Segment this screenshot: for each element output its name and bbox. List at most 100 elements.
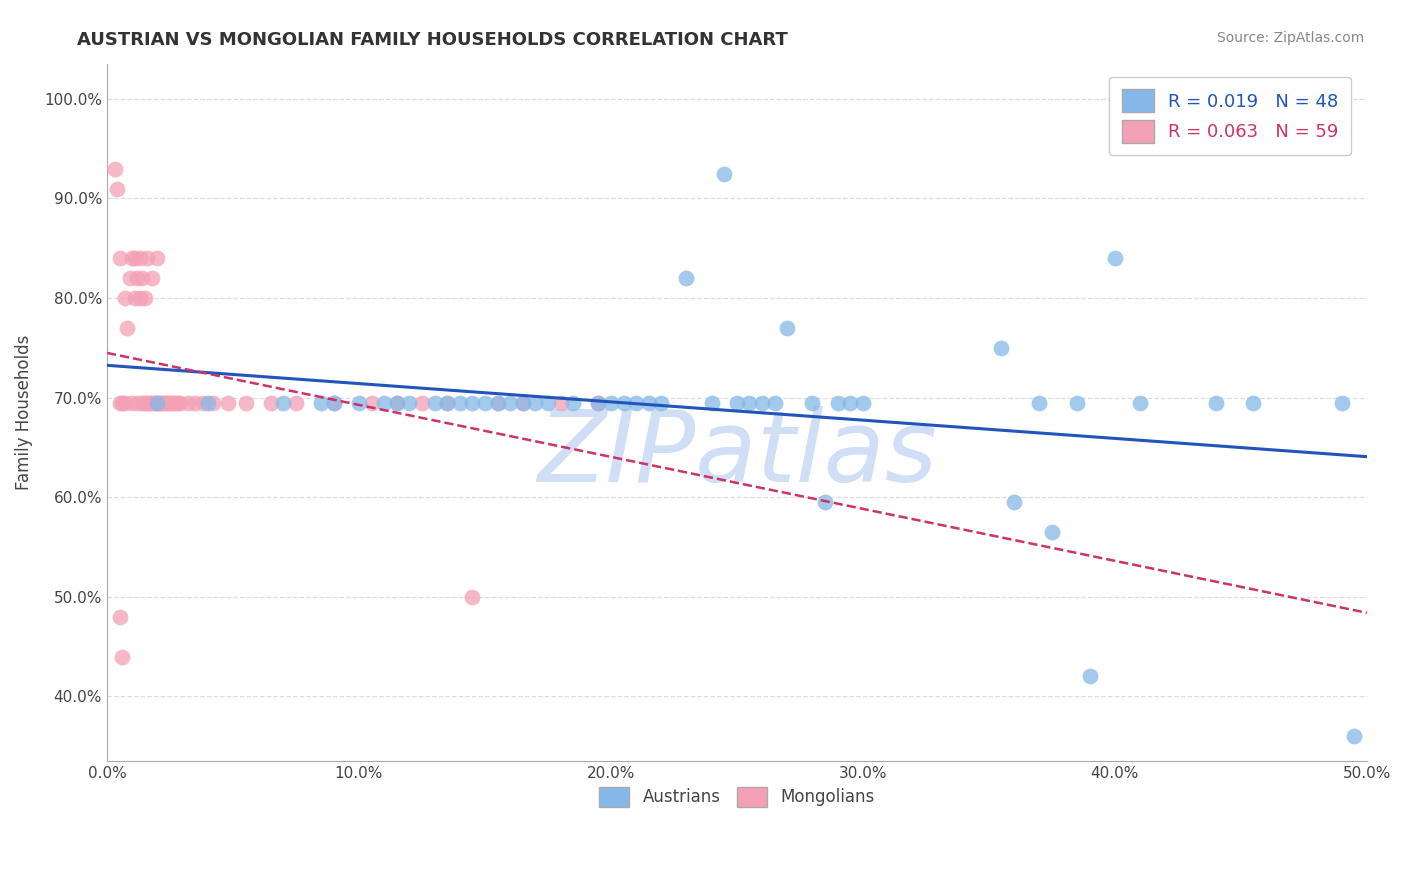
Point	[143, 395, 166, 409]
Point	[751, 395, 773, 409]
Point	[1343, 729, 1365, 743]
Point	[650, 395, 672, 409]
Point	[141, 395, 163, 409]
Point	[134, 291, 156, 305]
Point	[134, 395, 156, 409]
Point	[128, 251, 150, 265]
Point	[524, 395, 547, 409]
Point	[449, 395, 471, 409]
Point	[1330, 395, 1353, 409]
Point	[360, 395, 382, 409]
Point	[814, 495, 837, 509]
Point	[217, 395, 239, 409]
Text: Source: ZipAtlas.com: Source: ZipAtlas.com	[1216, 31, 1364, 45]
Point	[139, 395, 162, 409]
Point	[776, 321, 799, 335]
Point	[118, 271, 141, 285]
Point	[127, 395, 149, 409]
Point	[176, 395, 198, 409]
Point	[588, 395, 610, 409]
Point	[990, 341, 1012, 355]
Point	[1205, 395, 1227, 409]
Point	[423, 395, 446, 409]
Point	[713, 167, 735, 181]
Point	[512, 395, 534, 409]
Point	[1078, 669, 1101, 683]
Point	[159, 395, 181, 409]
Point	[146, 395, 169, 409]
Point	[624, 395, 647, 409]
Text: AUSTRIAN VS MONGOLIAN FAMILY HOUSEHOLDS CORRELATION CHART: AUSTRIAN VS MONGOLIAN FAMILY HOUSEHOLDS …	[77, 31, 789, 49]
Point	[827, 395, 849, 409]
Point	[852, 395, 875, 409]
Point	[191, 395, 214, 409]
Point	[163, 395, 186, 409]
Point	[108, 609, 131, 624]
Point	[398, 395, 420, 409]
Point	[121, 395, 143, 409]
Point	[512, 395, 534, 409]
Point	[103, 161, 125, 176]
Point	[373, 395, 395, 409]
Point	[136, 395, 159, 409]
Point	[763, 395, 786, 409]
Point	[1104, 251, 1126, 265]
Point	[136, 251, 159, 265]
Point	[385, 395, 408, 409]
Point	[108, 395, 131, 409]
Text: ZIPatlas: ZIPatlas	[537, 406, 936, 503]
Point	[166, 395, 188, 409]
Point	[1066, 395, 1088, 409]
Point	[149, 395, 172, 409]
Point	[108, 251, 131, 265]
Point	[612, 395, 634, 409]
Point	[411, 395, 433, 409]
Point	[675, 271, 697, 285]
Point	[385, 395, 408, 409]
Point	[309, 395, 332, 409]
Point	[738, 395, 761, 409]
Point	[537, 395, 560, 409]
Point	[461, 590, 484, 604]
Point	[461, 395, 484, 409]
Point	[322, 395, 344, 409]
Point	[474, 395, 496, 409]
Point	[146, 251, 169, 265]
Point	[486, 395, 509, 409]
Legend: Austrians, Mongolians: Austrians, Mongolians	[591, 779, 883, 815]
Point	[162, 395, 184, 409]
Point	[152, 395, 174, 409]
Point	[141, 271, 163, 285]
Point	[127, 271, 149, 285]
Point	[588, 395, 610, 409]
Point	[284, 395, 307, 409]
Point	[146, 395, 169, 409]
Y-axis label: Family Households: Family Households	[15, 334, 32, 491]
Point	[124, 251, 146, 265]
Point	[839, 395, 862, 409]
Point	[184, 395, 207, 409]
Point	[111, 649, 134, 664]
Point	[115, 321, 138, 335]
Point	[201, 395, 224, 409]
Point	[121, 251, 143, 265]
Point	[169, 395, 191, 409]
Point	[562, 395, 585, 409]
Point	[725, 395, 748, 409]
Point	[322, 395, 344, 409]
Point	[273, 395, 295, 409]
Point	[114, 395, 136, 409]
Point	[131, 271, 153, 285]
Point	[111, 395, 134, 409]
Point	[1040, 524, 1063, 539]
Point	[156, 395, 179, 409]
Point	[347, 395, 370, 409]
Point	[197, 395, 219, 409]
Point	[486, 395, 509, 409]
Point	[436, 395, 458, 409]
Point	[436, 395, 458, 409]
Point	[124, 291, 146, 305]
Point	[114, 291, 136, 305]
Point	[499, 395, 522, 409]
Point	[1241, 395, 1264, 409]
